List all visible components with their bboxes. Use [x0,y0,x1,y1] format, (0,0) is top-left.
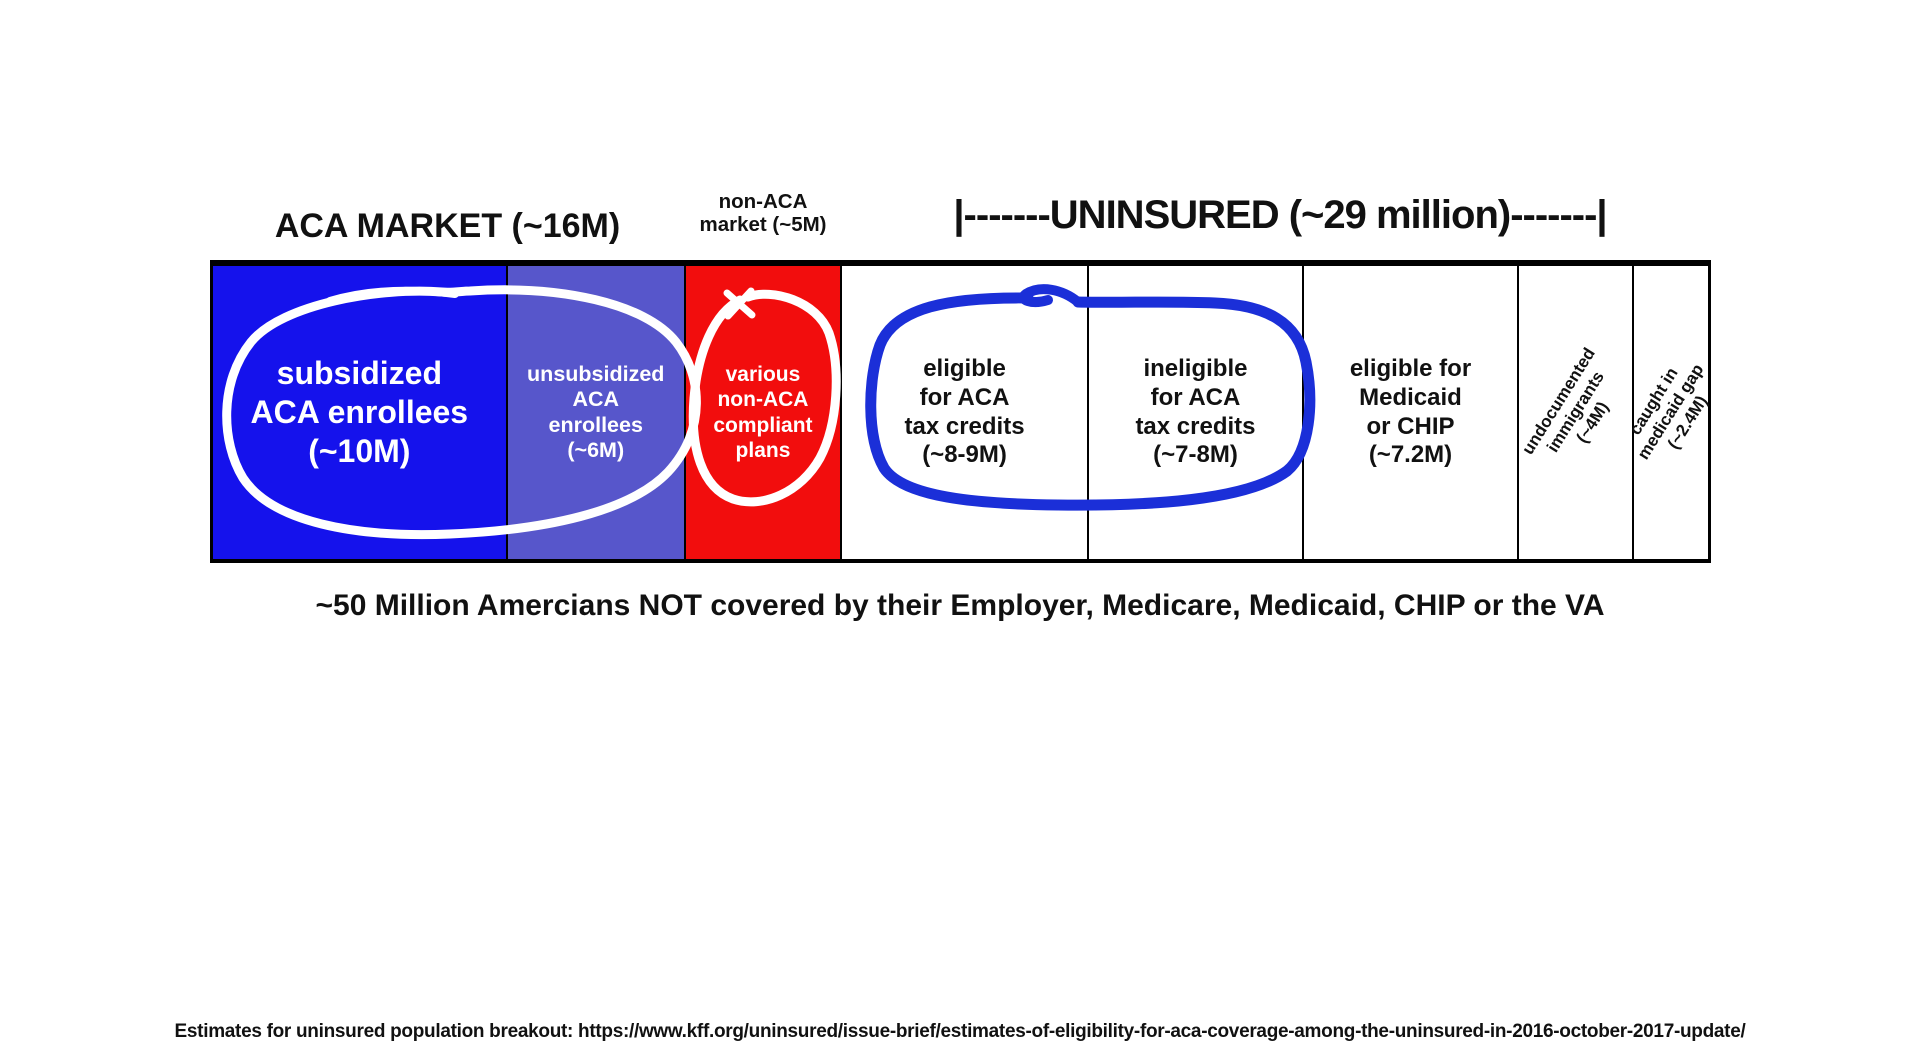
segment-label: unsubsidized ACA enrollees (~6M) [527,361,665,462]
market-bar: subsidized ACA enrollees (~10M) unsubsid… [210,260,1711,563]
segment-caught-in-medicaid-gap: caught in medicaid gap (~2.4M) [1625,266,1711,559]
segment-subsidized-aca-enrollees: subsidized ACA enrollees (~10M) [213,266,508,559]
segment-eligible-medicaid-chip: eligible for Medicaid or CHIP (~7.2M) [1303,266,1519,559]
segment-label: eligible for Medicaid or CHIP (~7.2M) [1349,354,1472,469]
segment-label: ineligible for ACA tax credits (~7-8M) [1135,354,1256,469]
segment-label: eligible for ACA tax credits (~8-9M) [904,354,1025,469]
segment-ineligible-aca-tax-credits: ineligible for ACA tax credits (~7-8M) [1088,266,1304,559]
segment-undocumented-immigrants: undocumented immigrants (~4M) [1518,266,1634,559]
segment-non-aca-compliant-plans: various non-ACA compliant plans [685,266,843,559]
aca-market-header: ACA MARKET (~16M) [274,207,621,245]
uninsured-header: |-------UNINSURED (~29 million)-------| [953,193,1607,237]
segment-label: subsidized ACA enrollees (~10M) [250,354,469,470]
segment-label: various non-ACA compliant plans [713,363,813,462]
non-aca-market-header: non-ACA market (~5M) [699,190,827,236]
source-citation: Estimates for uninsured population break… [174,1021,1746,1042]
segment-unsubsidized-aca-enrollees: unsubsidized ACA enrollees (~6M) [507,266,686,559]
bottom-caption: ~50 Million Amercians NOT covered by the… [315,589,1605,622]
segment-eligible-aca-tax-credits: eligible for ACA tax credits (~8-9M) [842,266,1089,559]
